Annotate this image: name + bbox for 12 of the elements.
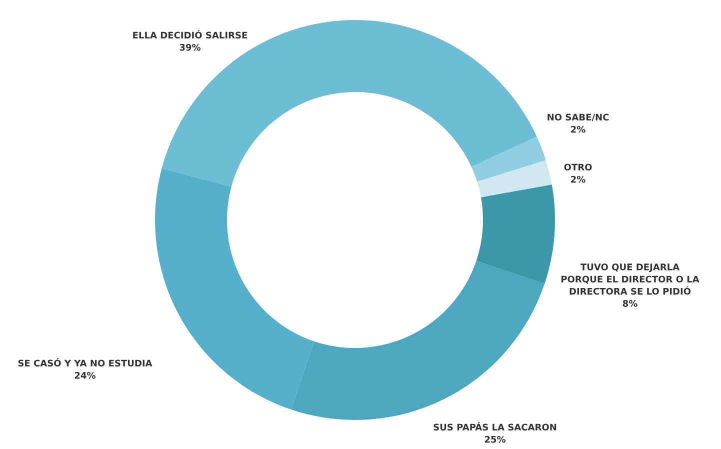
slice-label: NO SABE/NC <box>548 114 609 122</box>
slice-label: OTRO <box>564 164 592 171</box>
slice-label: TUVO QUE DEJARLA PORQUE EL DIRECTOR O LA DIRECTORA SE LO PIDIÓ <box>561 264 700 295</box>
data-label: 24% <box>74 372 96 379</box>
slice-label: SE CASÓ Y YA NO ESTUDIA <box>18 358 152 367</box>
data-label: 8% <box>622 300 638 307</box>
data-label: 2% <box>571 126 586 133</box>
data-label: 25% <box>484 436 506 443</box>
data-label: 39% <box>180 44 201 51</box>
slice-label: SUS PAPÁS LA SACARON <box>434 422 556 431</box>
slice-label: ELLA DECIDIÓ SALIRSE <box>133 30 248 39</box>
data-label: 2% <box>571 176 586 183</box>
